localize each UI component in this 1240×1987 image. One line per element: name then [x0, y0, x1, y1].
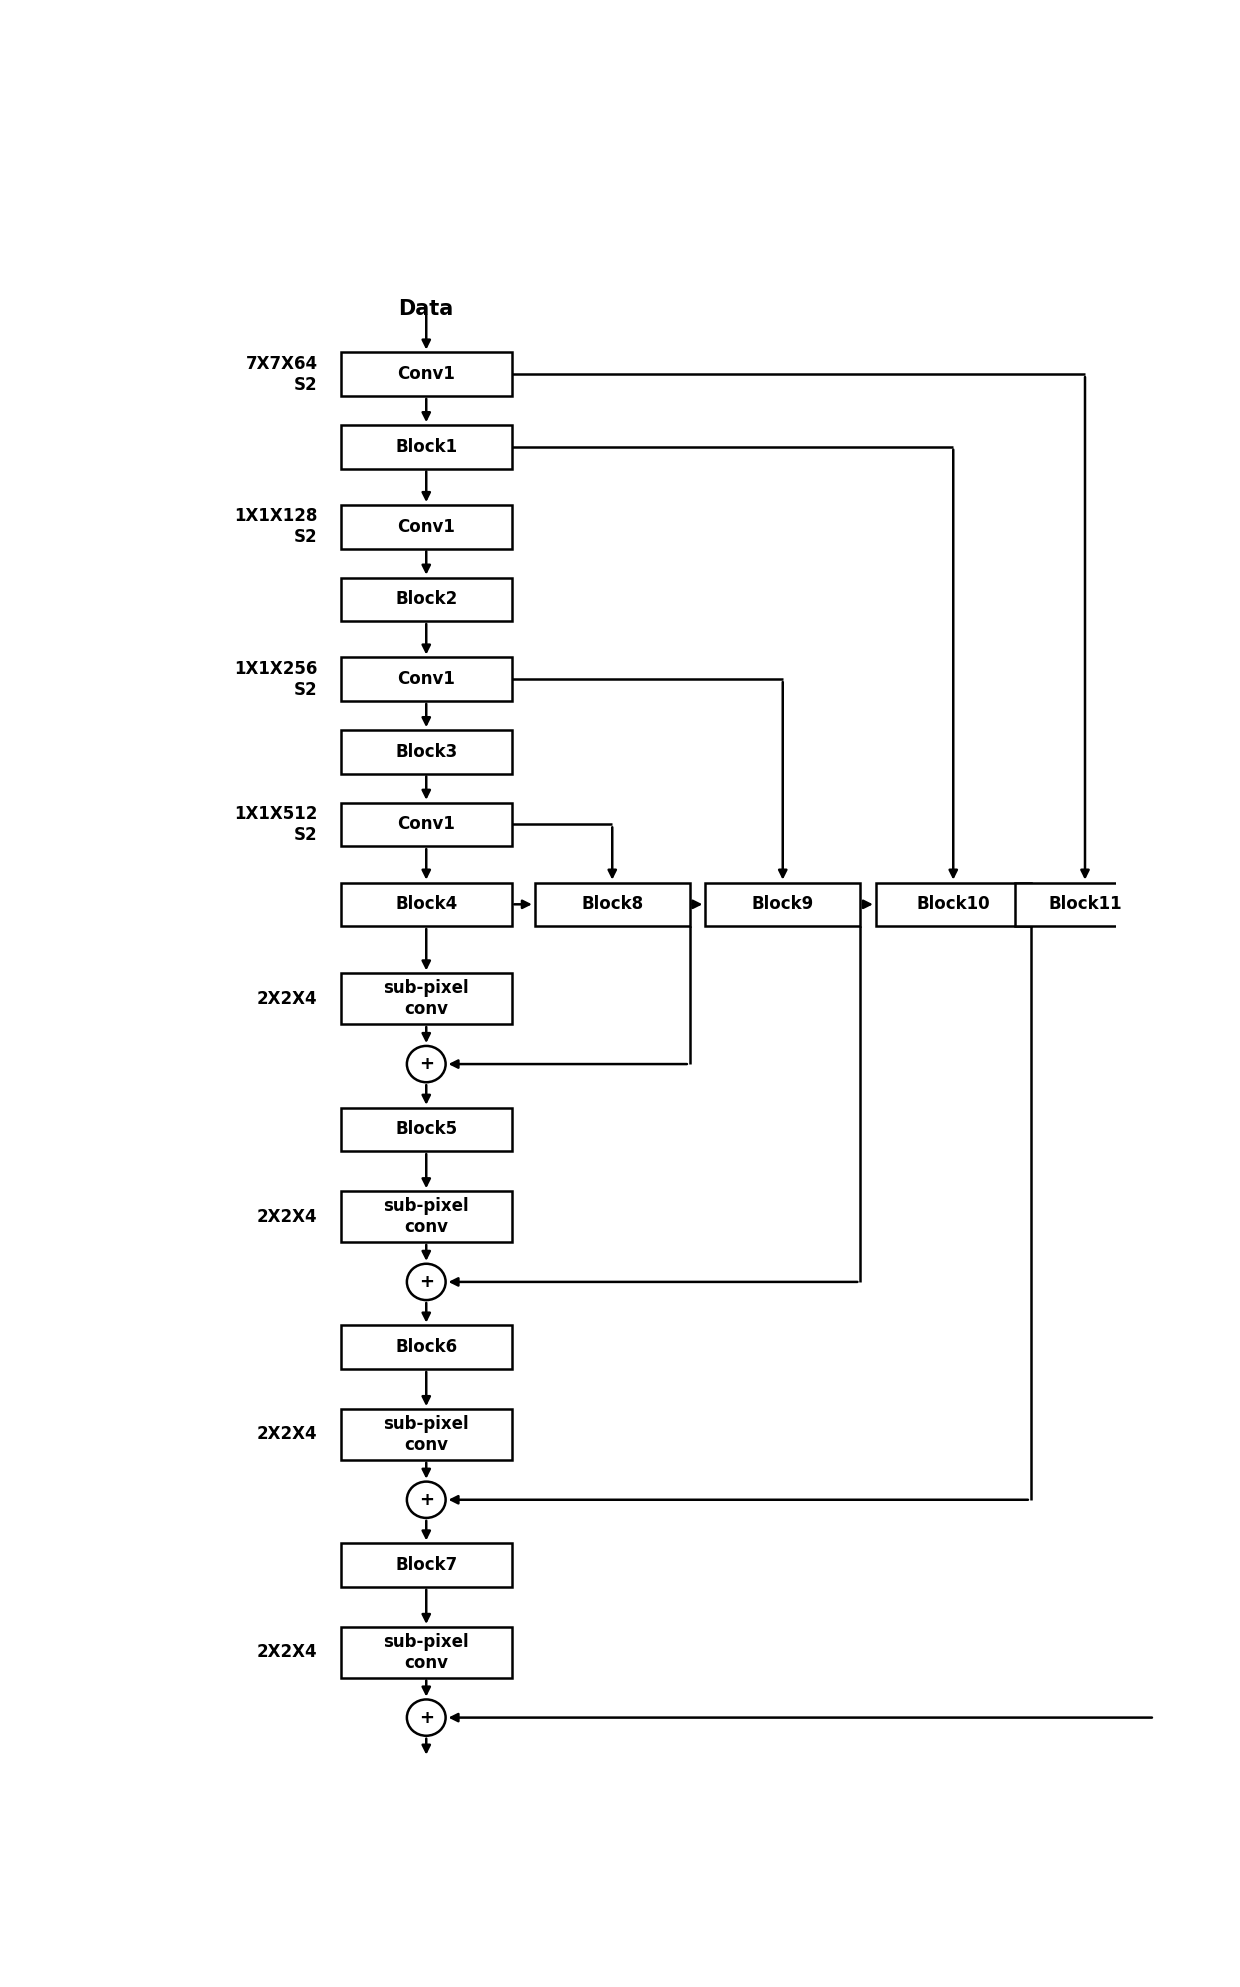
Text: Block8: Block8	[582, 896, 644, 914]
Bar	[875, 882, 1030, 926]
Bar	[706, 882, 861, 926]
Bar	[341, 505, 511, 548]
Circle shape	[407, 1482, 445, 1518]
Text: Block4: Block4	[396, 896, 458, 914]
Bar	[341, 1325, 511, 1369]
Text: +: +	[419, 1274, 434, 1292]
Text: sub-pixel
conv: sub-pixel conv	[383, 1633, 469, 1671]
Text: +: +	[419, 1055, 434, 1073]
Text: 1X1X256
S2: 1X1X256 S2	[234, 660, 317, 699]
Bar	[1016, 882, 1154, 926]
Text: Conv1: Conv1	[397, 519, 455, 536]
Bar	[341, 1409, 511, 1460]
Text: Block1: Block1	[396, 437, 458, 455]
Bar	[341, 1190, 511, 1242]
Text: Block5: Block5	[396, 1121, 458, 1139]
Text: 7X7X64
S2: 7X7X64 S2	[246, 356, 317, 393]
Circle shape	[407, 1045, 445, 1083]
Text: +: +	[419, 1490, 434, 1508]
Text: Conv1: Conv1	[397, 670, 455, 688]
Text: 1X1X512
S2: 1X1X512 S2	[234, 805, 317, 844]
Text: Block3: Block3	[396, 743, 458, 761]
Bar	[341, 882, 511, 926]
Bar	[341, 803, 511, 846]
Bar	[341, 974, 511, 1023]
Text: Block7: Block7	[396, 1556, 458, 1574]
Text: sub-pixel
conv: sub-pixel conv	[383, 1415, 469, 1454]
Text: 2X2X4: 2X2X4	[257, 1643, 317, 1661]
Bar	[341, 1107, 511, 1150]
Bar	[341, 578, 511, 622]
Bar	[341, 1627, 511, 1677]
Bar	[534, 882, 689, 926]
Text: Block11: Block11	[1048, 896, 1122, 914]
Bar	[341, 658, 511, 701]
Text: Conv1: Conv1	[397, 815, 455, 833]
Text: Block10: Block10	[916, 896, 990, 914]
Circle shape	[407, 1699, 445, 1737]
Text: 2X2X4: 2X2X4	[257, 990, 317, 1007]
Text: +: +	[419, 1709, 434, 1727]
Bar	[341, 729, 511, 773]
Text: sub-pixel
conv: sub-pixel conv	[383, 980, 469, 1017]
Text: Block2: Block2	[396, 590, 458, 608]
Text: Block6: Block6	[396, 1339, 458, 1357]
Text: Block9: Block9	[751, 896, 813, 914]
Text: sub-pixel
conv: sub-pixel conv	[383, 1196, 469, 1236]
Text: Conv1: Conv1	[397, 366, 455, 383]
Bar	[341, 352, 511, 395]
Bar	[341, 1544, 511, 1588]
Circle shape	[407, 1264, 445, 1299]
Text: 2X2X4: 2X2X4	[257, 1425, 317, 1443]
Text: Data: Data	[398, 298, 454, 318]
Text: 2X2X4: 2X2X4	[257, 1208, 317, 1226]
Text: 1X1X128
S2: 1X1X128 S2	[234, 507, 317, 546]
Bar	[341, 425, 511, 469]
